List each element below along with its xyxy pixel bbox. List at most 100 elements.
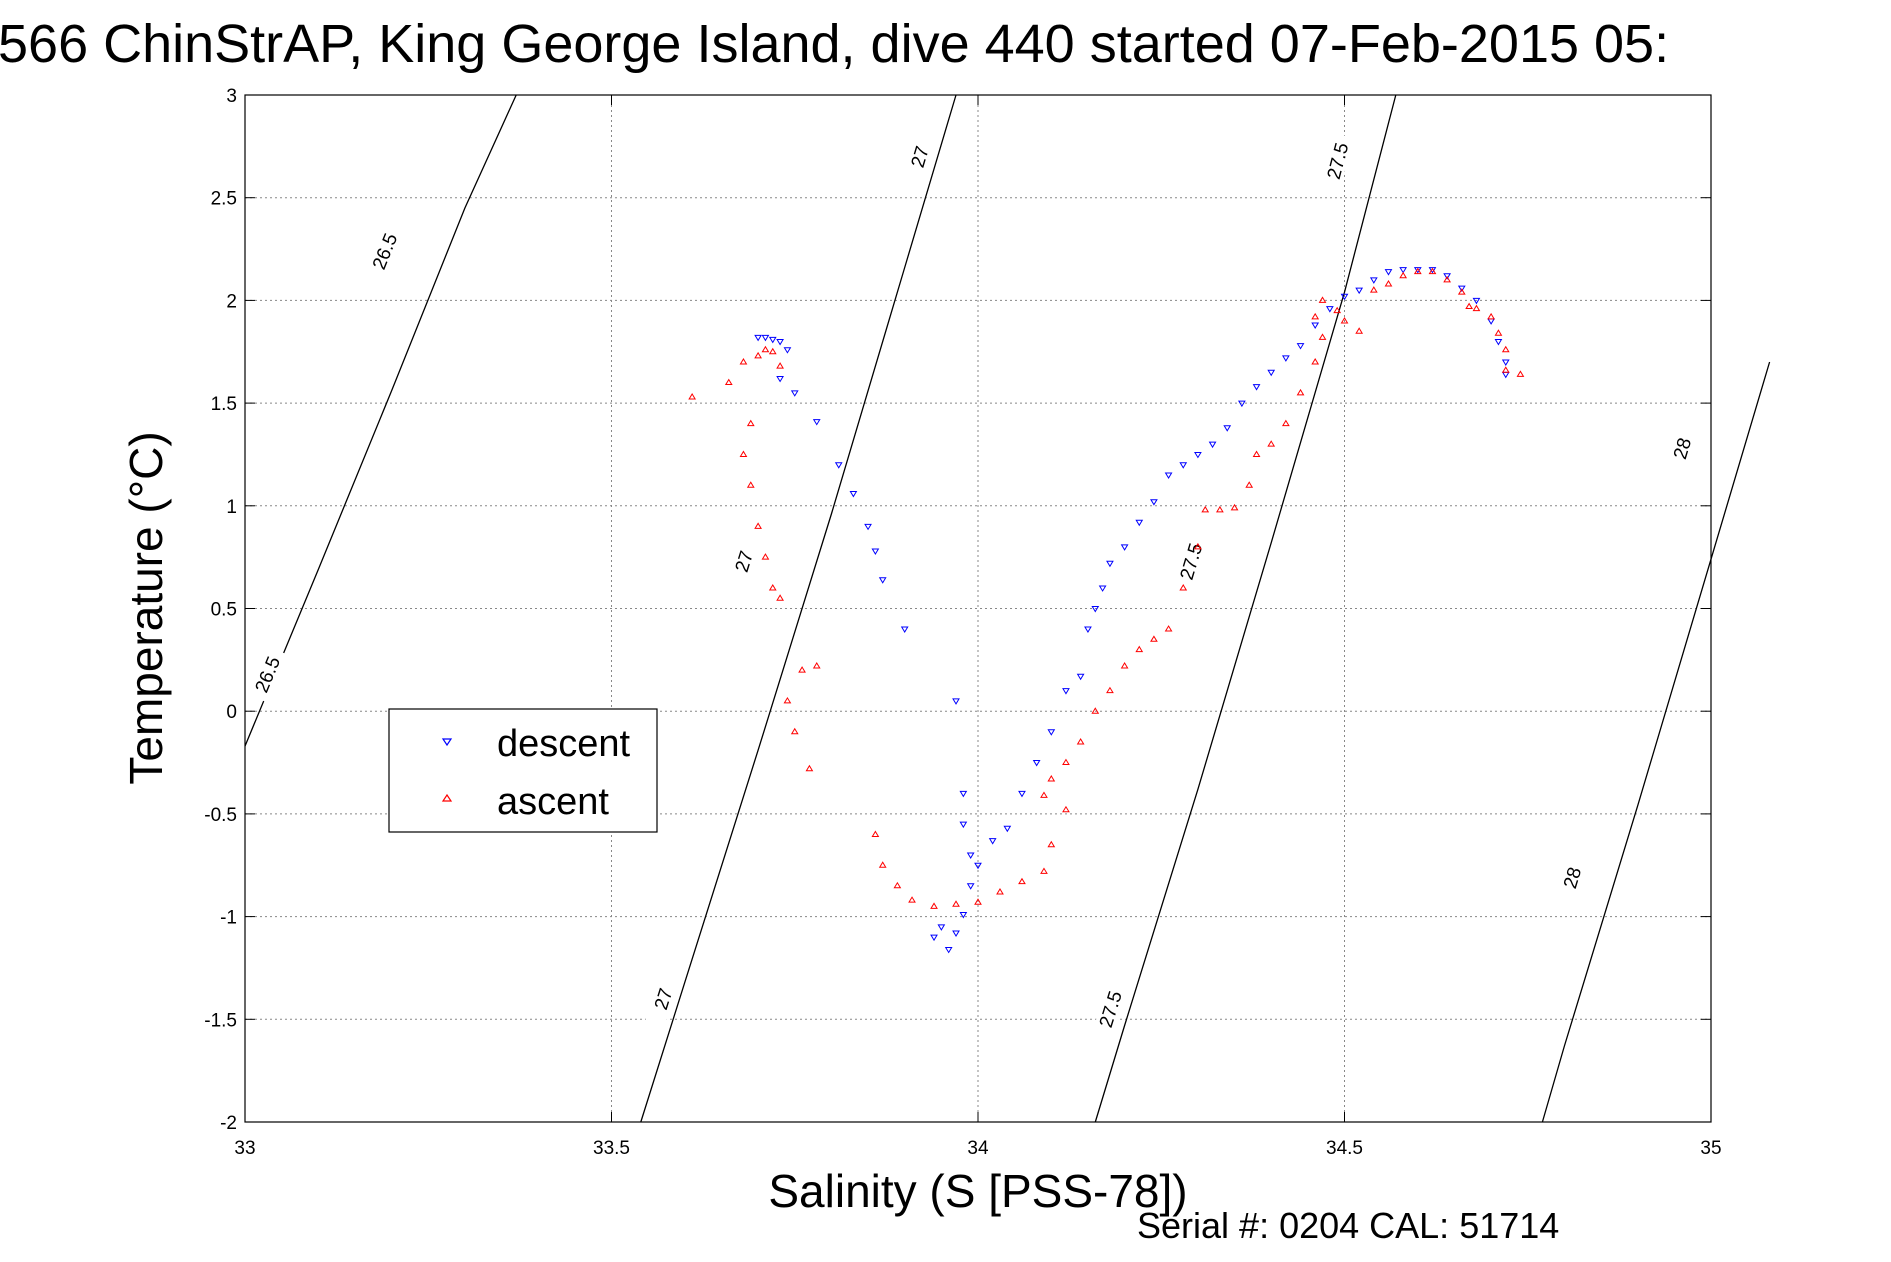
descent-point: [1355, 287, 1364, 295]
series-descent: [754, 267, 1510, 954]
ascent-point: [790, 727, 799, 735]
descent-point: [1501, 371, 1510, 379]
ascent-point: [1494, 329, 1503, 336]
ascent-point: [768, 583, 777, 591]
ascent-point: [783, 696, 792, 704]
x-tick-label: 33: [234, 1138, 255, 1159]
descent-point: [849, 490, 858, 498]
ascent-point: [1296, 388, 1305, 396]
contour-label-bg: [726, 533, 761, 590]
ascent-point: [1267, 440, 1276, 447]
ascent-point: [1040, 867, 1048, 874]
descent-point: [1018, 790, 1026, 798]
ascent-point: [1487, 312, 1495, 320]
ascent-point: [761, 345, 770, 353]
contour-label-bg: [247, 646, 287, 703]
ascent-point: [1501, 366, 1510, 373]
ascent-point: [996, 887, 1004, 895]
descent-point: [1296, 343, 1305, 350]
grid: [245, 95, 1711, 1122]
y-tick-label: 2.5: [211, 189, 237, 210]
isopycnal-line: [1541, 361, 1771, 1123]
contour-label-bg: [365, 223, 404, 279]
descent-point: [1494, 338, 1503, 346]
contour-label: 26.5: [252, 654, 286, 696]
descent-point: [1032, 760, 1041, 767]
descent-point: [871, 548, 880, 555]
descent-point: [1164, 472, 1173, 479]
contour-label-bg: [1554, 849, 1589, 906]
legend-ascent-marker: [441, 793, 453, 802]
ascent-point: [1340, 316, 1349, 324]
x-tick-label: 35: [1700, 1138, 1721, 1159]
descent-point: [1237, 400, 1246, 408]
descent-point: [1179, 462, 1188, 469]
descent-point: [1076, 673, 1085, 681]
descent-point: [1487, 318, 1495, 325]
descent-point: [1281, 355, 1290, 362]
legend-descent-marker: [441, 738, 453, 747]
ascent-point: [952, 900, 960, 907]
descent-point: [812, 419, 821, 426]
serial-cal-footer: Serial #: 0204 CAL: 51714: [1137, 1205, 1559, 1246]
descent-point: [864, 523, 872, 531]
isopycnal-line: [640, 94, 957, 1123]
ascent-point: [1245, 481, 1254, 488]
descent-point: [944, 946, 953, 954]
descent-point: [1443, 273, 1452, 280]
ascent-point: [1076, 738, 1085, 745]
ascent-point: [1516, 370, 1525, 377]
y-axis-label: Temperature (°C): [120, 431, 172, 784]
ascent-point: [1428, 267, 1437, 275]
ascent-point: [974, 898, 982, 905]
descent-point: [1084, 626, 1092, 634]
descent-point: [1223, 425, 1232, 432]
ascent-point: [1164, 625, 1173, 632]
contour-label: 27.5: [1096, 989, 1127, 1031]
descent-point: [1340, 293, 1349, 301]
ascent-point: [1472, 304, 1481, 312]
descent-point: [1413, 267, 1422, 274]
descent-point: [937, 924, 946, 931]
ascent-point: [930, 902, 938, 909]
ascent-point: [1047, 775, 1056, 782]
ascent-point: [1201, 505, 1210, 513]
contour-label-bg: [1664, 420, 1699, 477]
descent-point: [966, 852, 975, 859]
ascent-point: [1040, 791, 1048, 798]
contour-label-bg: [1173, 533, 1208, 590]
descent-point: [1150, 499, 1158, 506]
ascent-point: [1194, 542, 1202, 550]
x-tick-label: 33.5: [593, 1138, 630, 1159]
descent-point: [1062, 688, 1070, 695]
contour-label: 27.5: [1177, 541, 1208, 582]
descent-point: [900, 626, 909, 634]
descent-point: [768, 336, 777, 344]
descent-point: [761, 334, 770, 342]
descent-point: [1208, 441, 1217, 449]
ascent-point: [1369, 286, 1378, 293]
ascent-point: [1281, 419, 1290, 427]
ascent-point: [1106, 686, 1114, 694]
ascent-point: [746, 481, 755, 488]
ascent-point: [1135, 645, 1144, 653]
descent-point: [1135, 519, 1144, 527]
descent-point: [1252, 384, 1261, 391]
ascent-point: [776, 594, 784, 601]
ascent-point: [754, 522, 762, 529]
contour-label-bg: [1320, 133, 1354, 189]
descent-point: [834, 462, 843, 469]
descent-point: [1428, 267, 1437, 274]
contour-label-bg: [902, 128, 937, 185]
ascent-point: [1018, 877, 1026, 885]
ascent-point: [1399, 271, 1408, 279]
descent-point: [1120, 544, 1129, 551]
ascent-point: [1216, 505, 1224, 513]
ascent-point: [1062, 758, 1070, 766]
descent-point: [1384, 269, 1393, 276]
descent-point: [974, 862, 982, 870]
ascent-point: [1413, 267, 1422, 275]
ascent-point: [871, 830, 880, 837]
ascent-point: [739, 358, 748, 365]
descent-point: [790, 390, 799, 397]
